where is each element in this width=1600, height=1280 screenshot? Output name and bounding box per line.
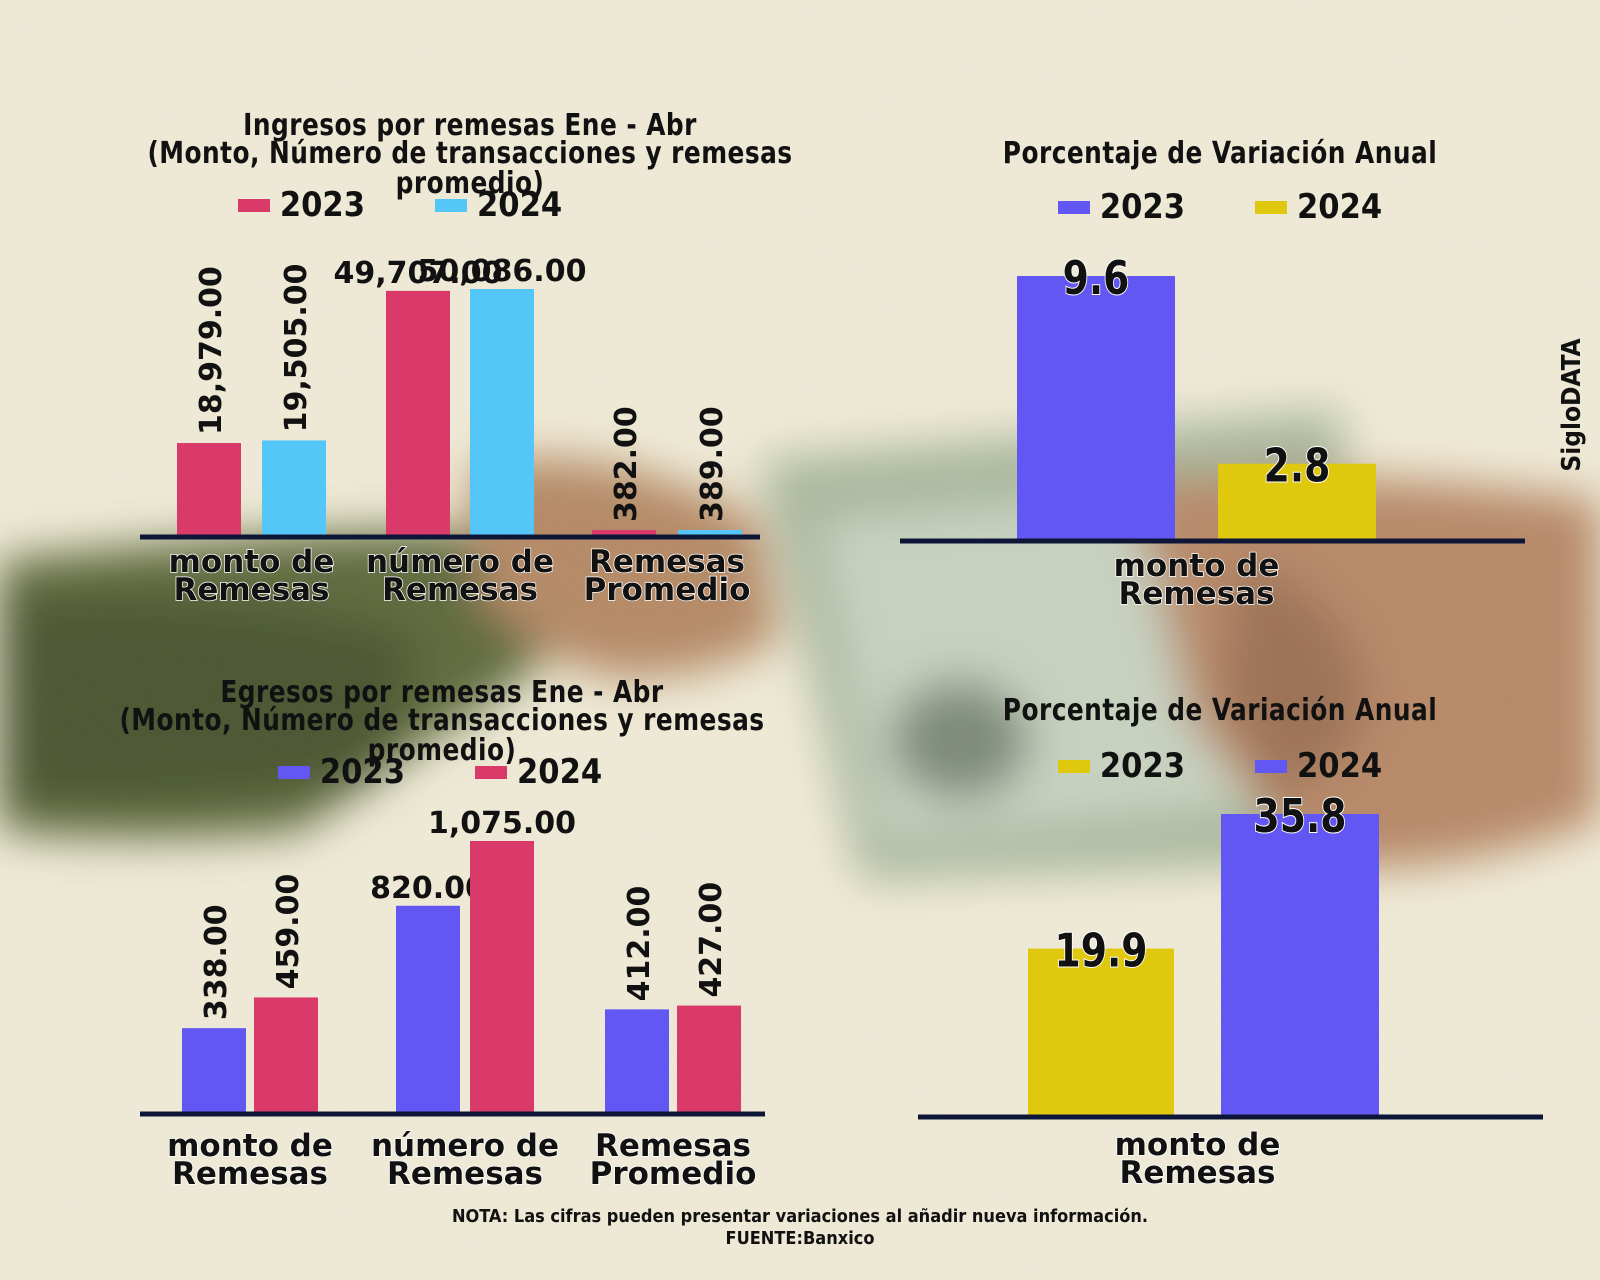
data-label: 389.00 [695, 406, 730, 522]
legend-item-2023: 2023 [237, 185, 365, 225]
legend-swatch [1057, 759, 1090, 773]
brand-text: SigloDATA [1557, 338, 1587, 472]
bar-2024-0 [254, 997, 318, 1114]
bar-2024-0 [1218, 463, 1376, 541]
bar-2024-0 [1221, 814, 1379, 1117]
category-label: monto de [1115, 1127, 1281, 1163]
chart-legend: 2023 2024 [900, 187, 1540, 227]
legend-label: 2024 [477, 185, 563, 225]
legend-label: 2023 [319, 752, 405, 792]
source-text: FUENTE:Banxico [725, 1228, 875, 1249]
data-label: 2.8 [1264, 439, 1331, 493]
bar-2023-2 [592, 530, 656, 537]
category-label: número de [371, 1128, 559, 1164]
legend-label: 2023 [279, 185, 365, 225]
data-label: 18,979.00 [194, 266, 229, 435]
bar-2023-0 [177, 443, 241, 537]
chart-subtitle: (Monto, Número de transacciones y remesa… [147, 136, 793, 201]
bar-2024-1 [470, 841, 534, 1114]
note-text: NOTA: Las cifras pueden presentar variac… [451, 1206, 1149, 1227]
data-label: 50,086.00 [418, 254, 587, 289]
data-label: 820.00 [370, 871, 486, 906]
legend-swatch [1057, 200, 1090, 214]
bar-2024-2 [677, 1005, 741, 1114]
category-label: número de [366, 544, 554, 580]
chart-subtitle: (Monto, Número de transacciones y remesa… [119, 703, 765, 768]
bar-2024-1 [470, 289, 534, 537]
chart-title: Ingresos por remesas Ene - Abr [243, 108, 697, 143]
category-label: Remesas [1119, 1155, 1275, 1191]
data-label: 338.00 [199, 904, 234, 1020]
category-label: Remesas [172, 1156, 328, 1192]
category-label: Promedio [590, 1156, 757, 1192]
legend-swatch [435, 198, 467, 212]
egresos-chart-panel: Egresos por remesas Ene - Abr (Monto, Nú… [40, 672, 900, 1172]
footnote: NOTA: Las cifras pueden presentar variac… [0, 1206, 1600, 1250]
category-label: Remesas [387, 1156, 543, 1192]
chart-legend: 2023 2024 [0, 185, 830, 225]
legend-label: 2024 [1297, 187, 1383, 227]
bar-2024-0 [262, 440, 326, 537]
category-label: Remesas [382, 572, 538, 608]
bar-2023-0 [182, 1028, 246, 1114]
legend-swatch [1255, 759, 1287, 773]
legend-item-2024: 2024 [475, 752, 602, 792]
data-label: 49,707.00 [334, 256, 503, 291]
bar-2023-0 [1017, 276, 1175, 541]
bar-2023-1 [396, 905, 460, 1114]
category-label: Remesas [589, 544, 745, 580]
data-label: 427.00 [694, 882, 729, 998]
data-label: 382.00 [609, 406, 644, 522]
legend-item-2023: 2023 [1057, 187, 1185, 227]
category-label: Promedio [584, 572, 751, 608]
variacion-egresos-panel: Porcentaje de Variación Anual 2023 2024 [900, 672, 1540, 1172]
data-label: 412.00 [622, 886, 657, 1002]
category-label: Remesas [1118, 576, 1274, 612]
brand-logo: SigloDATA [1552, 320, 1592, 490]
variacion-ingresos-panel: Porcentaje de Variación Anual 2023 2024 [900, 105, 1540, 605]
category-label: monto de [1114, 548, 1280, 584]
legend-item-2024: 2024 [1255, 187, 1382, 227]
legend-swatch [475, 765, 507, 779]
data-label: 35.8 [1253, 789, 1346, 843]
legend-label: 2023 [1099, 187, 1185, 227]
legend-item-2023: 2023 [1057, 746, 1185, 786]
chart-title: Porcentaje de Variación Anual [1002, 136, 1438, 171]
legend-label: 2024 [1297, 746, 1383, 786]
data-label: 459.00 [271, 874, 306, 990]
data-label: 19,505.00 [279, 263, 314, 432]
legend-item-2024: 2024 [1255, 746, 1382, 786]
legend-swatch [237, 198, 270, 212]
data-label: 19.9 [1054, 924, 1147, 978]
chart-legend: 2023 2024 [900, 746, 1540, 786]
category-label: monto de [167, 1128, 333, 1164]
bar-2024-2 [678, 530, 742, 537]
bar-2023-2 [605, 1009, 669, 1114]
category-label: monto de [169, 544, 335, 580]
bar-2023-0 [1028, 948, 1174, 1117]
chart-title: Egresos por remesas Ene - Abr [220, 675, 664, 710]
category-label: Remesas [173, 572, 329, 608]
data-label: 9.6 [1063, 251, 1130, 305]
legend-swatch [1255, 200, 1287, 214]
chart-title: Porcentaje de Variación Anual [1002, 693, 1438, 728]
chart-legend: 2023 2024 [10, 752, 870, 792]
category-label: Remesas [595, 1128, 751, 1164]
data-label: 1,075.00 [428, 806, 576, 841]
ingresos-chart-panel: Ingresos por remesas Ene - Abr (Monto, N… [40, 105, 900, 605]
legend-swatch [277, 765, 310, 779]
legend-item-2023: 2023 [277, 752, 405, 792]
legend-label: 2023 [1099, 746, 1185, 786]
legend-label: 2024 [517, 752, 603, 792]
legend-item-2024: 2024 [435, 185, 562, 225]
bar-2023-1 [386, 290, 450, 537]
